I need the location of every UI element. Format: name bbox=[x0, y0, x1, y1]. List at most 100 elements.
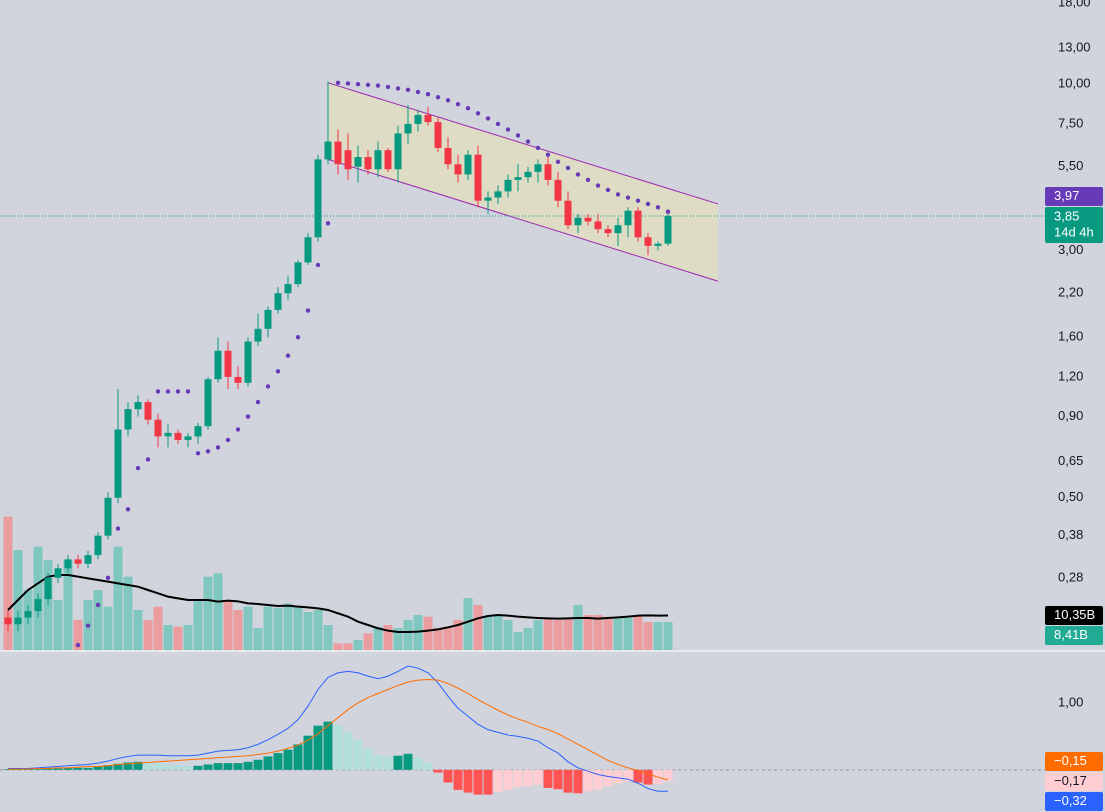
candle-body bbox=[154, 419, 162, 437]
macd-histogram bbox=[293, 744, 303, 770]
macd-histogram bbox=[263, 756, 273, 770]
macd-histogram bbox=[623, 769, 633, 782]
volume-bar bbox=[623, 618, 633, 650]
y-tick-label: 1,20 bbox=[1058, 368, 1083, 383]
sar-dot bbox=[125, 507, 131, 512]
candle-body bbox=[554, 179, 562, 201]
sar-dot bbox=[165, 389, 171, 394]
volume-bar bbox=[503, 620, 513, 650]
sar-dot bbox=[305, 308, 311, 313]
sar-dot bbox=[265, 384, 271, 389]
volume-bar bbox=[543, 618, 553, 650]
macd-histogram bbox=[373, 755, 383, 770]
macd-histogram bbox=[33, 769, 43, 770]
sar-dot bbox=[75, 642, 81, 648]
sar-dot bbox=[485, 116, 491, 121]
macd-histogram bbox=[43, 768, 53, 770]
macd-histogram bbox=[243, 761, 253, 770]
sar-dot bbox=[645, 201, 651, 207]
y-tick-label: 10,00 bbox=[1058, 76, 1091, 91]
volume-bar bbox=[613, 616, 623, 650]
candle-body bbox=[44, 577, 52, 600]
macd-histogram bbox=[663, 769, 673, 782]
volume-bar bbox=[123, 576, 133, 650]
y-tick-label: 2,20 bbox=[1058, 285, 1083, 300]
macd-histogram bbox=[593, 769, 603, 790]
volume-bar bbox=[443, 626, 453, 650]
candle-body bbox=[194, 426, 202, 437]
macd-histogram bbox=[543, 769, 553, 788]
sar-dot bbox=[335, 80, 341, 86]
volume-bar bbox=[583, 615, 593, 650]
price-label-box bbox=[1045, 206, 1103, 243]
volume-bar bbox=[553, 620, 563, 650]
sar-dot bbox=[575, 172, 581, 177]
candle-body bbox=[364, 157, 372, 170]
sar-dot bbox=[155, 389, 161, 394]
price-label-box bbox=[1045, 792, 1103, 811]
volume-bar bbox=[333, 643, 343, 650]
volume-bar bbox=[273, 608, 283, 650]
price-label: −0,32 bbox=[1054, 793, 1087, 808]
macd-histogram bbox=[283, 749, 293, 770]
sar-dot bbox=[475, 111, 481, 116]
candle-body bbox=[394, 133, 402, 170]
volume-bar bbox=[363, 633, 373, 650]
price-label-box bbox=[1045, 606, 1103, 625]
candle-body bbox=[544, 164, 552, 180]
candle-body bbox=[244, 341, 252, 383]
candle-body bbox=[274, 293, 282, 310]
volume-bar bbox=[253, 628, 263, 650]
candle-body bbox=[124, 409, 132, 430]
sar-dot bbox=[425, 92, 431, 97]
y-tick-label: 1,00 bbox=[1058, 694, 1083, 709]
volume-bar bbox=[423, 616, 433, 650]
sar-dot bbox=[555, 159, 561, 164]
candle-body bbox=[264, 309, 272, 329]
volume-bar bbox=[573, 605, 583, 650]
volume-bar bbox=[653, 622, 663, 650]
sar-dot bbox=[405, 87, 411, 93]
macd-histogram bbox=[63, 767, 73, 770]
y-tick-label: 0,50 bbox=[1058, 489, 1083, 504]
candle-body bbox=[414, 114, 422, 124]
candle-body bbox=[474, 154, 482, 201]
y-tick-label: 1,60 bbox=[1058, 329, 1083, 344]
macd-histogram bbox=[53, 768, 63, 770]
volume-bar bbox=[183, 625, 193, 650]
sar-dot bbox=[385, 84, 391, 90]
macd-histogram bbox=[413, 757, 423, 770]
sar-dot bbox=[395, 86, 401, 91]
macd-histogram bbox=[603, 769, 613, 786]
volume-bar bbox=[323, 625, 333, 650]
macd-histogram bbox=[73, 767, 83, 770]
volume-bar bbox=[593, 615, 603, 650]
sar-dot bbox=[325, 221, 331, 226]
macd-histogram bbox=[163, 764, 173, 770]
sar-dot bbox=[275, 369, 281, 374]
sar-dot bbox=[115, 526, 121, 531]
volume-bar bbox=[303, 612, 313, 650]
macd-histogram bbox=[403, 753, 413, 770]
price-label-box bbox=[1045, 626, 1103, 645]
macd-histogram bbox=[483, 769, 493, 795]
candle-body bbox=[594, 221, 602, 230]
candle-body bbox=[314, 159, 322, 238]
channel-line bbox=[327, 82, 719, 205]
sar-dot bbox=[415, 89, 421, 95]
volume-bar bbox=[283, 603, 293, 650]
candle-body bbox=[104, 497, 112, 536]
sar-dot bbox=[85, 623, 91, 628]
macd-histogram bbox=[363, 748, 373, 770]
volume-bar bbox=[193, 600, 203, 650]
volume-bar bbox=[103, 606, 113, 650]
candle-body bbox=[384, 150, 392, 170]
price-label: −0,17 bbox=[1054, 773, 1087, 788]
macd-histogram bbox=[153, 763, 163, 770]
y-tick-label: 7,50 bbox=[1058, 115, 1083, 130]
sar-dot bbox=[255, 399, 261, 405]
macd-histogram bbox=[503, 769, 513, 790]
macd-histogram bbox=[513, 769, 523, 788]
sar-dot bbox=[545, 152, 551, 157]
